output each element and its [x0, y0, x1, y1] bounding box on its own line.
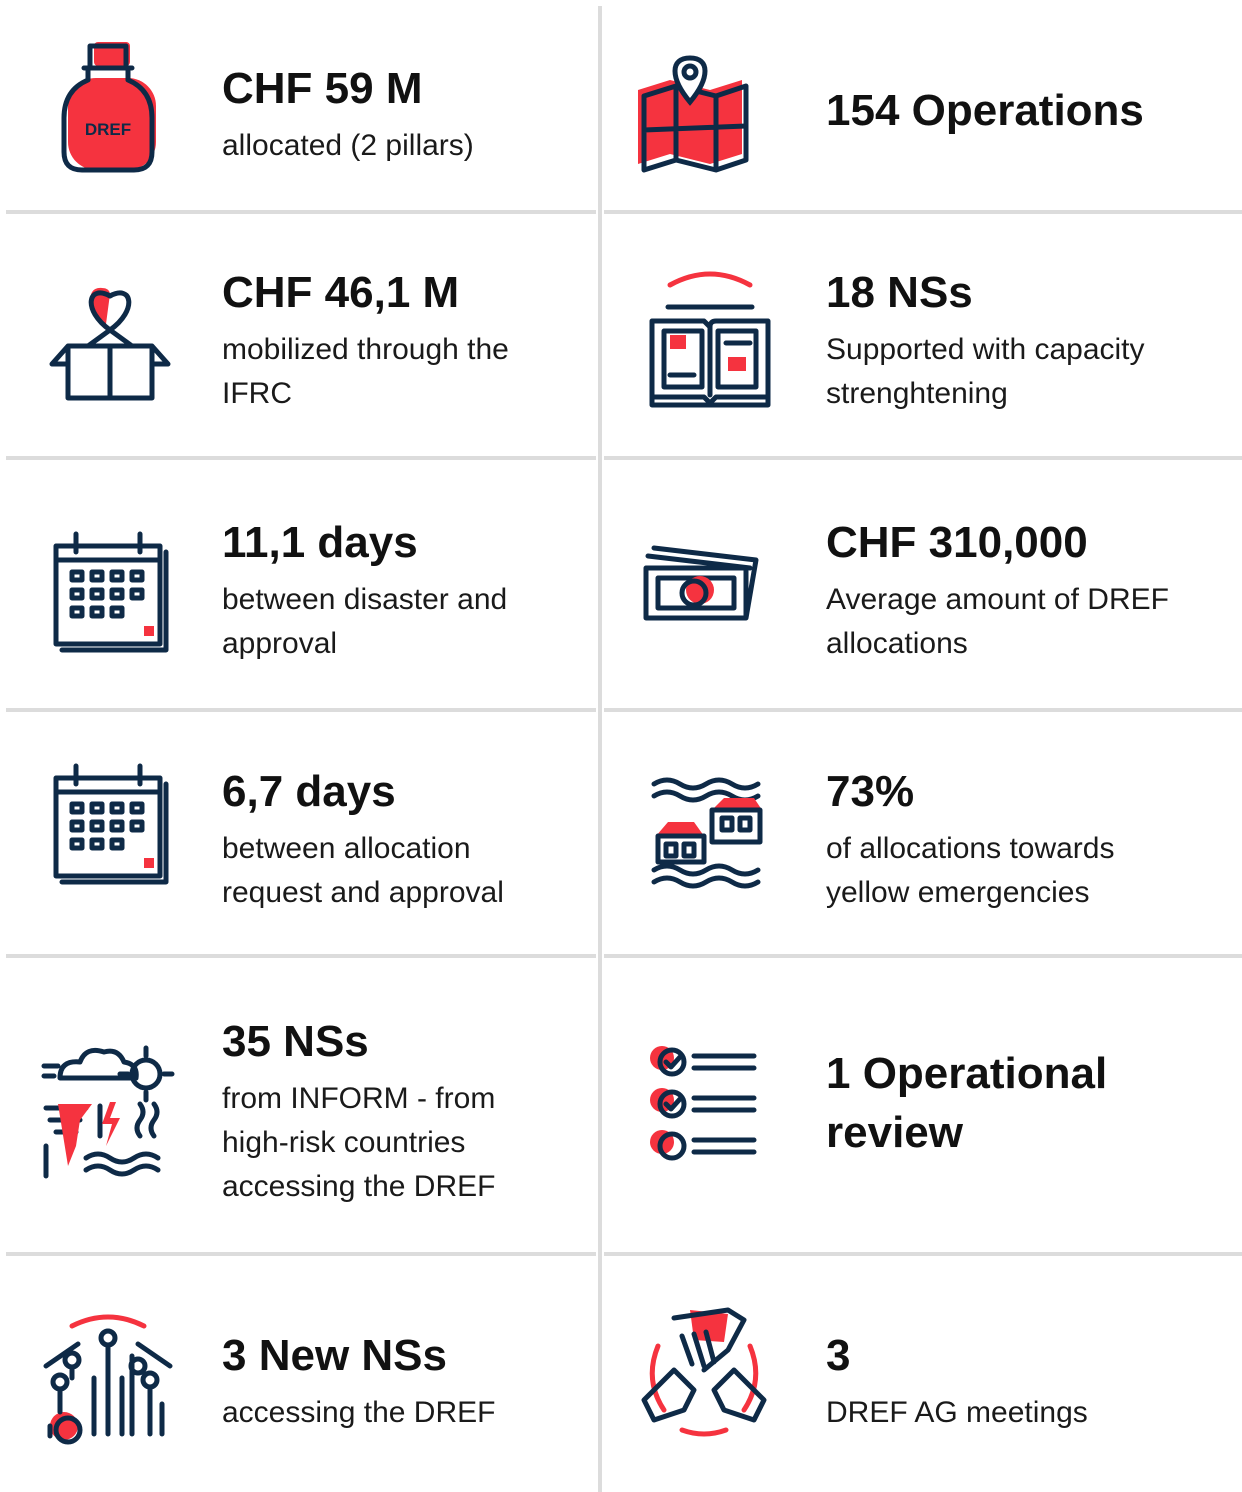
- stat-title: review: [826, 1108, 964, 1157]
- grid-lines: [6, 6, 1242, 1492]
- hands-icon: [641, 1307, 767, 1437]
- calendar-icon: [53, 763, 169, 885]
- flood-icon: [651, 777, 763, 889]
- book-icon: [649, 271, 771, 408]
- stat-title: 73%: [826, 767, 914, 816]
- stat-title: 6,7 days: [222, 767, 396, 816]
- stat-description: between disaster and: [222, 583, 507, 616]
- stat-description: IFRC: [222, 377, 292, 410]
- stat-description: Average amount of DREF: [826, 583, 1169, 616]
- icon-label: DREF: [85, 120, 131, 139]
- stat-description: DREF AG meetings: [826, 1396, 1088, 1429]
- stat-description: high-risk countries: [222, 1126, 465, 1159]
- stat-title: CHF 46,1 M: [222, 268, 459, 317]
- stat-title: 154 Operations: [826, 86, 1144, 135]
- stat-description: between allocation: [222, 832, 471, 865]
- stat-description: accessing the DREF: [222, 1170, 495, 1203]
- stat-description: accessing the DREF: [222, 1396, 495, 1429]
- stat-title: 35 NSs: [222, 1017, 369, 1066]
- stat-description: approval: [222, 627, 337, 660]
- stat-description: strenghtening: [826, 377, 1008, 410]
- stat-title: 1 Operational: [826, 1049, 1107, 1098]
- stat-title: 3: [826, 1331, 850, 1380]
- stat-title: CHF 310,000: [826, 518, 1088, 567]
- stat-title: 11,1 days: [222, 518, 418, 567]
- stat-title: 3 New NSs: [222, 1331, 447, 1380]
- hazards-icon: [41, 1045, 175, 1179]
- stat-title: CHF 59 M: [222, 64, 422, 113]
- stat-description: allocations: [826, 627, 968, 660]
- money-icon: [643, 545, 759, 621]
- stat-description: from INFORM - from: [222, 1082, 495, 1115]
- map-icon: [638, 55, 749, 173]
- bag-icon: DREF: [61, 42, 156, 173]
- network-icon: [43, 1314, 173, 1445]
- checklist-icon: [650, 1046, 757, 1161]
- gift-icon: [49, 287, 171, 401]
- stat-description: allocated (2 pillars): [222, 129, 474, 162]
- stat-description: yellow emergencies: [826, 876, 1089, 909]
- stat-description: mobilized through the: [222, 333, 509, 366]
- stat-title: 18 NSs: [826, 268, 973, 317]
- stat-description: request and approval: [222, 876, 504, 909]
- calendar-icon: [53, 531, 169, 653]
- stat-description: of allocations towards: [826, 832, 1115, 865]
- stat-description: Supported with capacity: [826, 333, 1145, 366]
